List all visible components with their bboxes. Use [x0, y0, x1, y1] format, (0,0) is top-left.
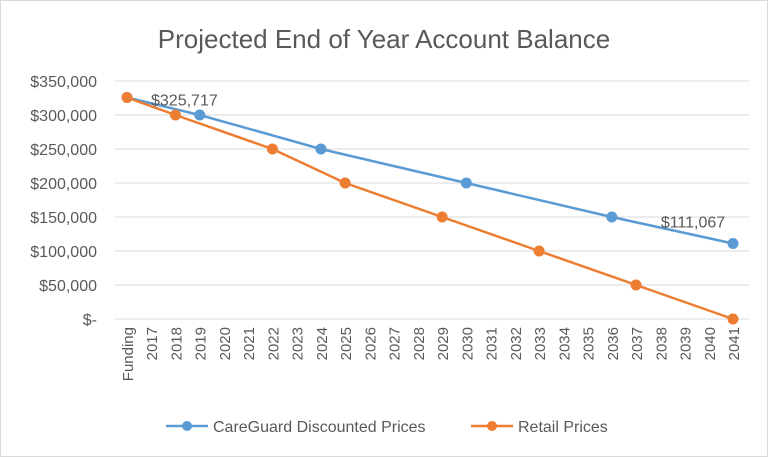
- data-point-1: [533, 245, 545, 257]
- y-tick-label: $-: [83, 312, 97, 329]
- data-point-1: [121, 92, 133, 104]
- x-tick-label: 2020: [217, 327, 234, 360]
- legend-marker: [487, 421, 497, 431]
- x-tick-label: 2030: [459, 327, 476, 360]
- x-tick-label: 2040: [702, 327, 719, 360]
- data-point-0: [460, 177, 472, 189]
- x-tick-label: 2037: [629, 327, 646, 360]
- x-tick-label: 2025: [338, 327, 355, 360]
- x-tick-label: 2022: [265, 327, 282, 360]
- x-tick-label: 2036: [605, 327, 622, 360]
- data-point-1: [630, 279, 642, 291]
- x-tick-label: 2032: [508, 327, 525, 360]
- data-point-0: [194, 109, 206, 121]
- y-tick-label: $300,000: [30, 108, 97, 125]
- legend-label: CareGuard Discounted Prices: [213, 419, 426, 436]
- x-tick-label: 2024: [314, 327, 331, 360]
- x-tick-label: 2017: [144, 327, 161, 360]
- x-tick-label: 2021: [241, 327, 258, 360]
- x-tick-label: 2039: [678, 327, 695, 360]
- data-point-1: [727, 313, 739, 325]
- data-point-0: [315, 143, 327, 155]
- x-tick-label: 2029: [435, 327, 452, 360]
- x-tick-label: 2018: [168, 327, 185, 360]
- data-label: $325,717: [151, 93, 218, 110]
- legend-label: Retail Prices: [518, 419, 608, 436]
- series-line-1: [126, 96, 734, 321]
- x-tick-label: 2028: [411, 327, 428, 360]
- y-tick-label: $150,000: [30, 210, 97, 227]
- x-tick-label: 2027: [387, 327, 404, 360]
- data-point-1: [169, 109, 181, 121]
- x-tick-label: 2023: [290, 327, 307, 360]
- x-tick-label: 2038: [653, 327, 670, 360]
- y-tick-label: $350,000: [30, 74, 97, 91]
- x-tick-label: 2031: [484, 327, 501, 360]
- data-point-1: [436, 211, 448, 223]
- x-tick-label: 2019: [193, 327, 210, 360]
- data-point-0: [606, 211, 618, 223]
- y-tick-label: $100,000: [30, 244, 97, 261]
- x-tick-label: 2041: [726, 327, 743, 360]
- y-tick-label: $200,000: [30, 176, 97, 193]
- x-tick-label: 2034: [556, 327, 573, 360]
- data-point-1: [266, 143, 278, 155]
- data-point-0: [727, 237, 739, 249]
- data-label: $111,067: [661, 214, 725, 231]
- series-line-0: [126, 96, 734, 245]
- x-tick-label: 2035: [581, 327, 598, 360]
- legend-marker: [182, 421, 192, 431]
- x-tick-label: 2026: [362, 327, 379, 360]
- x-tick-label: Funding: [120, 327, 137, 381]
- y-tick-label: $50,000: [39, 278, 97, 295]
- data-point-1: [339, 177, 351, 189]
- chart-title: Projected End of Year Account Balance: [158, 24, 610, 54]
- x-tick-label: 2033: [532, 327, 549, 360]
- y-tick-label: $250,000: [30, 142, 97, 159]
